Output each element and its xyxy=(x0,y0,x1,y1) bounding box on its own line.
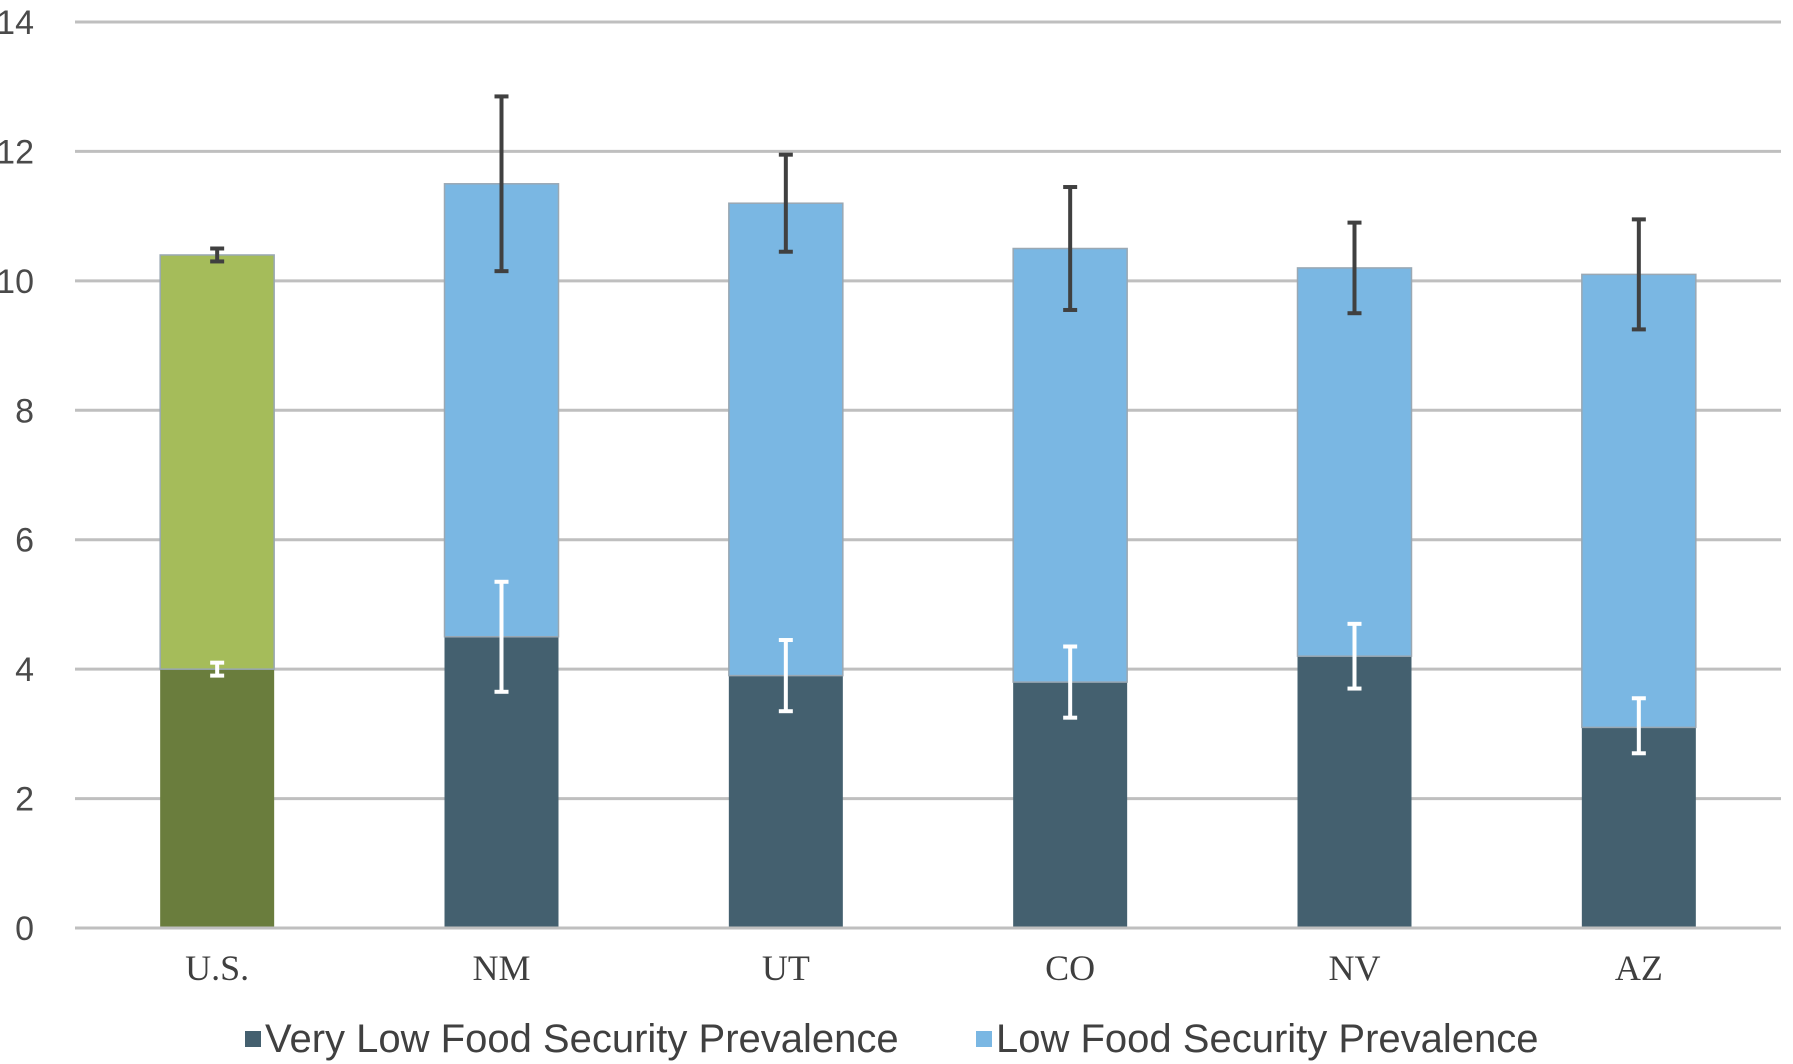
x-tick-label: CO xyxy=(1045,948,1095,988)
bar-very-low-co xyxy=(1013,682,1128,928)
y-tick-label: 14 xyxy=(0,4,34,42)
error-bar-very-low-nv xyxy=(1347,621,1362,691)
y-axis: 0 2 4 6 8 10 12 14 xyxy=(0,4,34,948)
error-bar-low-ut xyxy=(778,152,793,254)
x-tick-label: AZ xyxy=(1615,948,1663,988)
bar-low-nv xyxy=(1296,267,1413,657)
bar-very-low-ut xyxy=(728,675,843,928)
y-tick-label: 8 xyxy=(15,392,34,430)
error-bar-very-low-co xyxy=(1063,644,1078,720)
bar-low-co xyxy=(1012,247,1128,683)
error-bar-very-low-nm xyxy=(494,579,509,694)
error-bar-low-az xyxy=(1631,217,1646,332)
y-tick-label: 12 xyxy=(0,133,34,171)
error-bar-low-nm xyxy=(494,94,509,274)
error-bar-low-co xyxy=(1063,185,1078,312)
bar-very-low-nv xyxy=(1297,656,1412,928)
y-tick-label: 10 xyxy=(0,263,34,301)
bar-low-us xyxy=(159,254,275,670)
legend: Very Low Food Security Prevalence Low Fo… xyxy=(245,1017,1539,1061)
legend-label-low: Low Food Security Prevalence xyxy=(996,1017,1539,1061)
x-tick-label: NV xyxy=(1329,948,1381,988)
x-tick-label: NM xyxy=(472,948,530,988)
error-bar-low-nv xyxy=(1347,220,1362,316)
y-tick-label: 2 xyxy=(15,781,34,819)
bar-low-az xyxy=(1581,273,1697,729)
bar-very-low-az xyxy=(1581,727,1696,928)
legend-swatch-very-low xyxy=(245,1031,261,1047)
error-bars xyxy=(210,94,1646,756)
bar-low-ut xyxy=(728,202,844,677)
y-tick-label: 6 xyxy=(15,522,34,560)
x-tick-label: U.S. xyxy=(185,948,249,988)
error-bar-very-low-az xyxy=(1631,696,1646,756)
grid-lines xyxy=(75,20,1781,930)
error-bar-low-us xyxy=(210,246,225,264)
error-bar-very-low-ut xyxy=(778,638,793,714)
bar-very-low-us xyxy=(160,669,275,928)
y-tick-label: 0 xyxy=(15,910,34,948)
x-axis: U.S. NM UT CO NV AZ xyxy=(75,926,1781,988)
bars xyxy=(159,183,1697,928)
x-tick-label: UT xyxy=(762,948,810,988)
legend-swatch-low xyxy=(976,1031,992,1047)
legend-label-very-low: Very Low Food Security Prevalence xyxy=(265,1017,899,1061)
y-tick-label: 4 xyxy=(15,651,34,689)
error-bar-very-low-us xyxy=(210,660,225,678)
